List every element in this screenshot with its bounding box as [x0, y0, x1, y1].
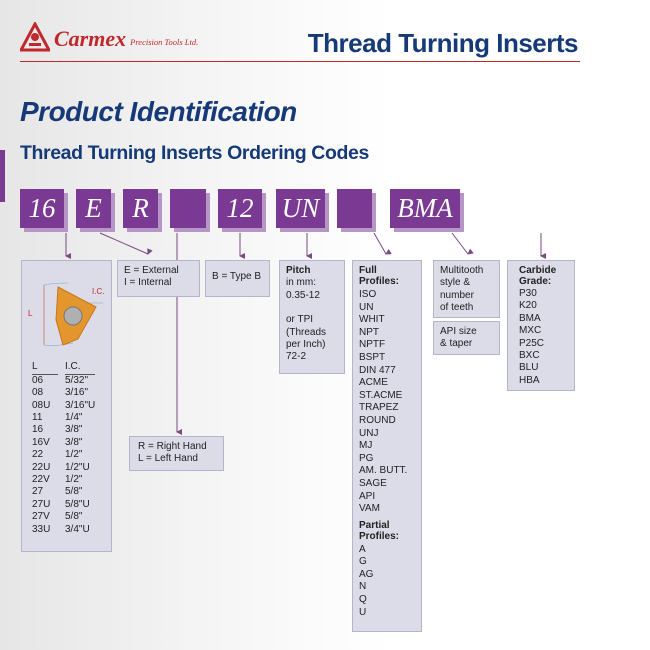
size-row: 27 5/8" [32, 486, 83, 498]
pitch-line: or TPI [286, 314, 314, 326]
pitch-line: per Inch) [286, 339, 326, 351]
profile-item: Q [359, 594, 367, 606]
diagram-label-l: L [28, 309, 33, 318]
api-panel: API size & taper [433, 321, 500, 355]
pitch-line [286, 302, 338, 314]
header-divider [20, 61, 580, 62]
multitooth-line: number [440, 289, 474, 301]
size-row: 16V 3/8" [32, 436, 83, 448]
accent-bar [0, 150, 5, 202]
profile-item: N [359, 581, 367, 593]
size-row: 11 1/4" [32, 412, 83, 424]
profile-item: ACME [359, 377, 388, 389]
profile-item: A [359, 543, 366, 555]
grade-item: P25C [519, 337, 545, 349]
pitch-line: 0.35-12 [286, 289, 320, 301]
pitch-panel: Pitch in mm: 0.35-12 or TPI (Threads per Inc… [279, 260, 345, 374]
size-row: 16 3/8" [32, 424, 83, 436]
profile-item: ST.ACME [359, 389, 403, 401]
grade-item: K20 [519, 300, 537, 312]
insert-diagram-icon [43, 282, 108, 346]
size-row: 08U 3/16"U [32, 399, 96, 411]
size-row: 22V 1/2" [32, 474, 83, 486]
code-box-typeb [170, 189, 206, 228]
profile-panel: Full Profiles: ISO UN WHIT NPT NPTF BSPT DIN 4… [352, 260, 422, 632]
size-row: 06 5/32" [32, 374, 89, 386]
size-table-header: L I.C. [32, 361, 101, 375]
typeb-panel: B = Type B [205, 260, 270, 297]
grade-item: MXC [519, 325, 542, 337]
profile-item: ISO [359, 289, 377, 300]
code-box-grade: BMA [390, 189, 460, 228]
profile-item: UNJ [359, 427, 379, 439]
hand-panel: R = Right Hand L = Left Hand [129, 436, 224, 471]
multitooth-line: Multitooth [440, 265, 484, 276]
profile-item: MJ [359, 440, 373, 452]
profile-item: G [359, 556, 367, 568]
grade-item: BMA [519, 312, 541, 324]
brand-sub: Precision Tools Ltd. [130, 37, 199, 47]
grade-item: BLU [519, 362, 539, 374]
profile-item: NPTF [359, 339, 386, 351]
profile-item: VAM [359, 503, 380, 515]
multitooth-panel: Multitooth style & number of teeth [433, 260, 500, 318]
profile-item: API [359, 490, 376, 502]
profile-item: BSPT [359, 351, 386, 363]
diagram-label-ic: I.C. [92, 287, 105, 296]
profile-item: DIN 477 [359, 364, 396, 376]
partial-profiles-list: A G AG N Q U [359, 544, 415, 620]
profile-item: SAGE [359, 477, 387, 489]
type-panel: E = External I = Internal [117, 260, 200, 297]
api-line: API size [440, 326, 477, 337]
size-row: 22U 1/2"U [32, 461, 90, 473]
profile-item: NPT [359, 326, 379, 338]
profile-item: ROUND [359, 414, 396, 426]
multitooth-line: of teeth [440, 302, 474, 314]
grade-list: P30 K20 BMA MXC P25C BXC BLU HBA [519, 288, 568, 387]
header-title: Thread Turning Inserts [307, 28, 579, 58]
logo: Carmex Precision Tools Ltd. [20, 22, 198, 52]
size-row: 27U 5/8"U [32, 498, 90, 510]
code-box-multitooth [337, 189, 372, 228]
grade-panel: Carbide Grade: P30 K20 BMA MXC P25C BXC BLU HBA [507, 260, 575, 391]
grade-item: P30 [519, 288, 537, 299]
grade-item: BXC [519, 350, 540, 362]
profile-item: TRAPEZ [359, 402, 399, 414]
profile-item: WHIT [359, 314, 385, 326]
size-row: 27V 5/8" [32, 511, 83, 523]
code-box-pitch: 12 [218, 189, 262, 228]
full-profiles-list: ISO UN WHIT NPT NPTF BSPT DIN 477 ACME ST.ACME TR… [359, 289, 415, 516]
profile-item: AG [359, 568, 374, 580]
profile-item: PG [359, 452, 374, 464]
brand-name: Carmex [54, 26, 127, 51]
size-panel: L I.C. L I.C. 06 5/32" 08 3/16" 08U 3/16"U 11 1… [21, 260, 112, 552]
code-box-type: E [76, 189, 111, 228]
size-row: 08 3/16" [32, 387, 89, 399]
size-row: 33U 3/4"U [32, 523, 90, 535]
page-title: Product Identification [20, 96, 297, 127]
api-line: & taper [440, 338, 473, 350]
profile-item: AM. BUTT. [359, 465, 408, 477]
multitooth-line: style & [440, 277, 471, 289]
size-table: 06 5/32" 08 3/16" 08U 3/16"U 11 1/4" 16 3/8" 16V 3/… [32, 375, 101, 536]
size-row: 22 1/2" [32, 449, 83, 461]
code-box-size: 16 [20, 189, 64, 228]
pitch-line: in mm: [286, 277, 316, 289]
profile-item: U [359, 606, 367, 618]
code-box-hand: R [123, 189, 158, 228]
profile-item: UN [359, 301, 374, 313]
code-box-profile: UN [276, 189, 325, 228]
carmex-logo-icon [20, 22, 50, 52]
subtitle: Thread Turning Inserts Ordering Codes [20, 142, 369, 164]
grade-item: HBA [519, 374, 540, 386]
pitch-line: (Threads [286, 326, 327, 338]
pitch-line: 72-2 [286, 351, 307, 363]
